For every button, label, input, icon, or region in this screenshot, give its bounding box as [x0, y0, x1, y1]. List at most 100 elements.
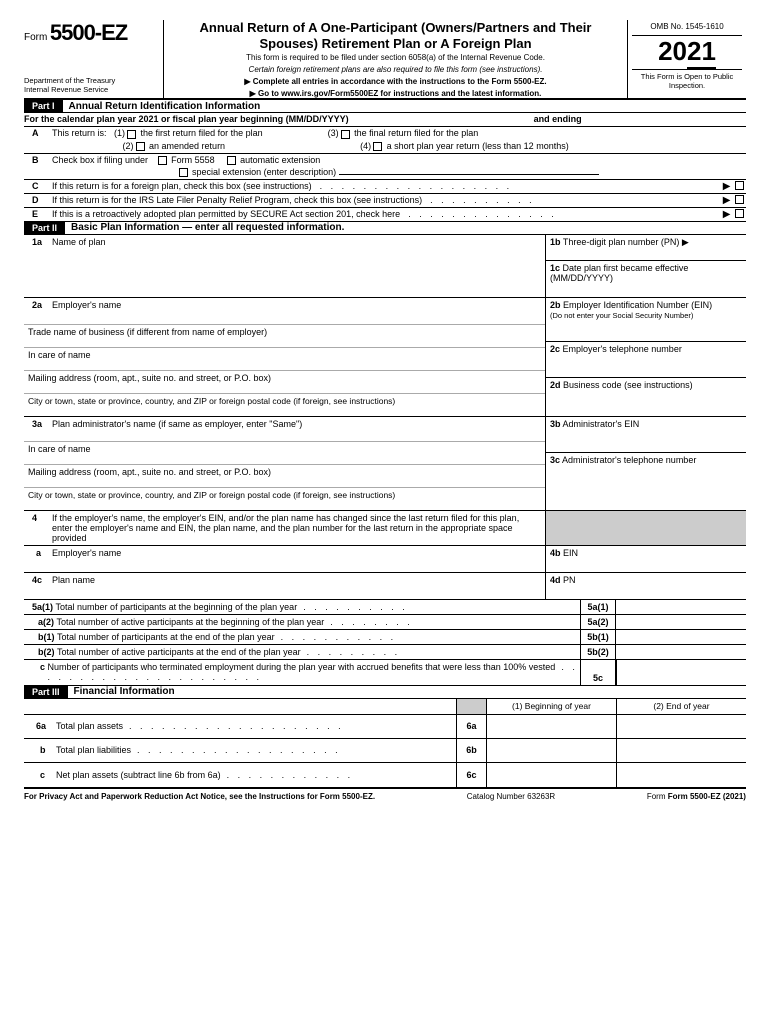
- header-left: Form 5500-EZ Department of the Treasury …: [24, 20, 164, 98]
- fill-6c-1[interactable]: [486, 763, 616, 787]
- checkbox-a3[interactable]: [341, 130, 350, 139]
- line4a-row: a Employer's name: [24, 546, 546, 572]
- b2-text: automatic extension: [240, 155, 320, 165]
- l3b-label: 3b: [550, 419, 561, 429]
- line3-right: 3b Administrator's EIN 3c Administrator'…: [546, 417, 746, 510]
- fill-6b-2[interactable]: [616, 739, 746, 762]
- checkbox-e[interactable]: [735, 209, 744, 218]
- part1-title: Annual Return Identification Information: [63, 101, 261, 112]
- line2a-cell: 2a Employer's name Trade name of busines…: [24, 298, 546, 416]
- line5c-row: c Number of participants who terminated …: [24, 660, 746, 686]
- form-ref: Form Form 5500-EZ (2021): [647, 792, 746, 801]
- calendar-text: For the calendar plan year 2021 or fisca…: [24, 114, 746, 125]
- fill-6a-1[interactable]: [486, 715, 616, 738]
- l4b-label: 4b: [550, 548, 561, 558]
- l4c-label: 4c: [24, 575, 52, 585]
- fill-5c[interactable]: [616, 660, 746, 685]
- part3-badge: Part III: [24, 686, 68, 698]
- arrow-c: ▶: [723, 181, 731, 192]
- checkbox-b3[interactable]: [179, 168, 188, 177]
- line6b-row: bTotal plan liabilities. . . . . . . . .…: [24, 739, 746, 763]
- box-6c: 6c: [456, 763, 486, 787]
- checkbox-a4[interactable]: [373, 142, 382, 151]
- l2b-cell: 2b Employer Identification Number (EIN) …: [546, 298, 746, 342]
- line-c-text: If this return is for a foreign plan, ch…: [52, 181, 312, 192]
- checkbox-a2[interactable]: [136, 142, 145, 151]
- subtitle1: This form is required to be filed under …: [172, 53, 619, 63]
- dots-5b2: . . . . . . . . .: [301, 647, 580, 657]
- line4c-block: 4c Plan name 4d PN: [24, 573, 746, 600]
- fill-6b-1[interactable]: [486, 739, 616, 762]
- b3-text: special extension (enter description): [192, 167, 336, 177]
- dots-6b: . . . . . . . . . . . . . . . . . . .: [131, 745, 456, 755]
- part2-header-row: Part II Basic Plan Information — enter a…: [24, 222, 746, 235]
- l2c-label: 2c: [550, 344, 560, 354]
- l1a-label: 1a: [24, 237, 52, 247]
- line-b-content2: special extension (enter description): [52, 167, 746, 178]
- box-5c: 5c: [580, 660, 616, 685]
- line-e-row: E If this is a retroactively adopted pla…: [24, 208, 746, 222]
- line-d-label: D: [24, 195, 52, 206]
- line1-block: 1a Name of plan 1b Three-digit plan numb…: [24, 235, 746, 298]
- part3-title: Financial Information: [68, 686, 175, 697]
- l5c-text: Number of participants who terminated em…: [48, 662, 556, 672]
- dots-e: . . . . . . . . . . . . . .: [400, 209, 723, 220]
- arrow-d: ▶: [723, 195, 731, 206]
- header-middle: Annual Return of A One-Participant (Owne…: [164, 20, 628, 98]
- line-a-row2: (2) an amended return (4) a short plan y…: [24, 140, 746, 154]
- l2d-text: Business code (see instructions): [563, 380, 693, 390]
- line-a-content: This return is: (1) the first return fil…: [52, 128, 746, 138]
- checkbox-a1[interactable]: [127, 130, 136, 139]
- calendar-label: For the calendar plan year 2021 or fisca…: [24, 114, 349, 124]
- calendar-year-row: For the calendar plan year 2021 or fisca…: [24, 113, 746, 127]
- l5a1-text: Total number of participants at the begi…: [56, 602, 298, 612]
- l2a-city: City or town, state or province, country…: [24, 394, 545, 416]
- page-footer: For Privacy Act and Paperwork Reduction …: [24, 787, 746, 801]
- year-prefix: 20: [658, 36, 687, 66]
- line4a-block: a Employer's name 4b EIN: [24, 545, 746, 573]
- a4-text: a short plan year return (less than 12 m…: [387, 141, 569, 151]
- l4c-text: Plan name: [52, 575, 95, 585]
- l3a-city: City or town, state or province, country…: [24, 488, 545, 510]
- checkbox-b1[interactable]: [158, 156, 167, 165]
- l5b2-text: Total number of active participants at t…: [57, 647, 301, 657]
- line-c-label: C: [24, 181, 52, 192]
- form-label: Form: [24, 32, 47, 43]
- l3b-cell: 3b Administrator's EIN: [546, 417, 746, 453]
- checkbox-c[interactable]: [735, 181, 744, 190]
- fill-6a-2[interactable]: [616, 715, 746, 738]
- line5a2-row: a(2) Total number of active participants…: [24, 615, 746, 630]
- line6c-row: cNet plan assets (subtract line 6b from …: [24, 763, 746, 787]
- l2a-text: Employer's name: [52, 300, 121, 310]
- l3c-text: Administrator's telephone number: [562, 455, 696, 465]
- fill-6c-2[interactable]: [616, 763, 746, 787]
- dots-5b1: . . . . . . . . . . .: [275, 632, 580, 642]
- box-5b1: 5b(1): [580, 630, 616, 644]
- line-a-label: A: [24, 128, 52, 138]
- l3a-mail: Mailing address (room, apt., suite no. a…: [24, 465, 545, 488]
- l2b-label: 2b: [550, 300, 561, 310]
- l2c-text: Employer's telephone number: [563, 344, 682, 354]
- gray-hdr: [456, 699, 486, 714]
- line1a-cell: 1a Name of plan: [24, 235, 546, 297]
- line-a-row1: A This return is: (1) the first return f…: [24, 127, 746, 139]
- line4c-row: 4c Plan name: [24, 573, 546, 599]
- b3-input-line[interactable]: [339, 174, 599, 175]
- l5b1-label: b(1): [38, 632, 55, 642]
- dept-irs: Internal Revenue Service: [24, 85, 157, 94]
- line4-text-row: 4 If the employer's name, the employer's…: [24, 511, 546, 545]
- l5a2-label: a(2): [38, 617, 54, 627]
- checkbox-b2[interactable]: [227, 156, 236, 165]
- checkbox-d[interactable]: [735, 195, 744, 204]
- dots-6a: . . . . . . . . . . . . . . . . . . . .: [123, 721, 456, 731]
- l2c-cell: 2c Employer's telephone number: [546, 342, 746, 378]
- l2a-trade: Trade name of business (if different fro…: [24, 324, 545, 348]
- col2-hdr: (2) End of year: [616, 699, 746, 714]
- line-a-content2: (2) an amended return (4) a short plan y…: [52, 141, 746, 152]
- line-d-row: D If this return is for the IRS Late Fil…: [24, 194, 746, 208]
- l3c-cell: 3c Administrator's telephone number: [546, 453, 746, 489]
- line4-block: 4 If the employer's name, the employer's…: [24, 511, 746, 545]
- l4a-label: a: [24, 548, 52, 558]
- line-e-content: If this is a retroactively adopted plan …: [52, 209, 746, 220]
- line3-block: 3a Plan administrator's name (if same as…: [24, 417, 746, 511]
